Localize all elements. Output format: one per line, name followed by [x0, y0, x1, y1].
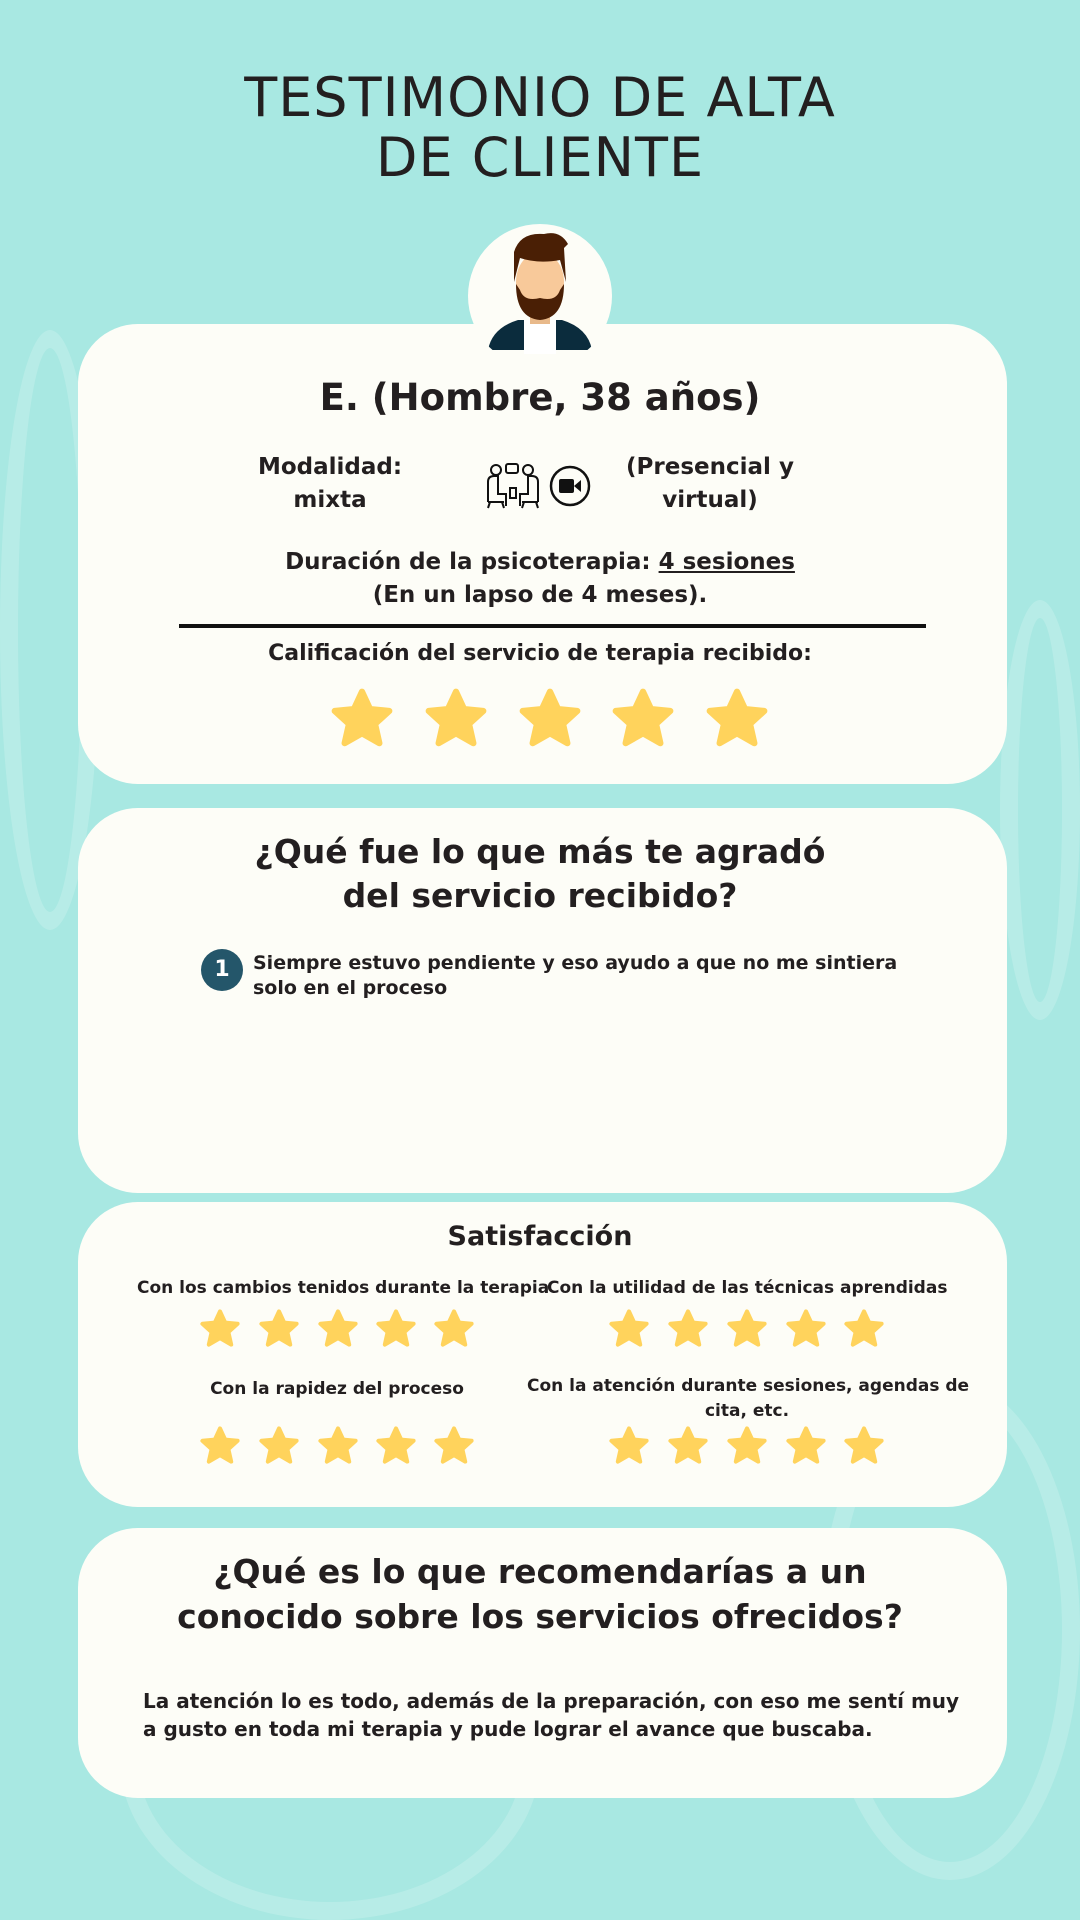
satisfaction-label-attention-line1: Con la atención durante sesiones, agenda… — [527, 1376, 970, 1396]
duration: Duración de la psicoterapia: 4 sesiones — [0, 549, 1080, 575]
recommend-heading-line1: ¿Qué es lo que recomendarías a un — [213, 1552, 867, 1591]
in-person-therapy-icon — [487, 463, 539, 509]
duration-label: Duración de la psicoterapia: — [285, 549, 659, 575]
star-icon — [434, 1426, 474, 1464]
star-icon — [318, 1309, 358, 1347]
liked-item-line2: solo en el proceso — [253, 977, 448, 999]
satisfaction-heading: Satisfacción — [447, 1221, 633, 1252]
liked-heading-line2: del servicio recibido? — [342, 876, 738, 915]
star-icon — [376, 1309, 416, 1347]
video-camera-icon — [549, 465, 591, 507]
item-number-badge: 1 — [201, 949, 243, 991]
star-icon — [844, 1309, 884, 1347]
star-icon — [425, 688, 487, 747]
star-icon — [434, 1309, 474, 1347]
avatar-man-beard-icon — [488, 233, 592, 354]
duration-note: (En un lapso de 4 meses). — [372, 582, 708, 608]
satisfaction-label-techniques: Con la utilidad de las técnicas aprendid… — [547, 1278, 948, 1298]
star-icon — [612, 688, 674, 747]
liked-item-line1: Siempre estuvo pendiente y eso ayudo a q… — [253, 952, 898, 974]
liked-card — [78, 808, 1007, 1193]
star-icon — [727, 1426, 767, 1464]
star-icon — [259, 1309, 299, 1347]
modality-value: mixta — [293, 487, 367, 513]
star-icon — [331, 688, 393, 747]
recommend-text-line2: a gusto en toda mi terapia y pude lograr… — [143, 1717, 873, 1741]
duration-value: 4 sesiones — [658, 549, 795, 575]
star-icon — [200, 1426, 240, 1464]
page-title-line1: TESTIMONIO DE ALTA — [244, 66, 836, 129]
star-icon — [727, 1309, 767, 1347]
star-icon — [609, 1309, 649, 1347]
rating-label: Calificación del servicio de terapia rec… — [268, 641, 812, 666]
satisfaction-label-speed: Con la rapidez del proceso — [210, 1379, 464, 1399]
recommend-heading-line2: conocido sobre los servicios ofrecidos? — [177, 1597, 903, 1636]
star-icon — [519, 688, 581, 747]
modality-detail-line2: virtual) — [662, 487, 758, 513]
page-title-line2: DE CLIENTE — [375, 126, 705, 189]
recommend-card — [78, 1528, 1007, 1798]
star-icon — [786, 1309, 826, 1347]
star-icon — [668, 1309, 708, 1347]
client-name: E. (Hombre, 38 años) — [319, 376, 761, 419]
modality-label: Modalidad: — [257, 454, 403, 480]
recommend-text-line1: La atención lo es todo, además de la pre… — [143, 1689, 960, 1713]
divider — [179, 624, 926, 628]
modality-detail-line1: (Presencial y — [626, 454, 794, 480]
star-icon — [786, 1426, 826, 1464]
liked-heading-line1: ¿Qué fue lo que más te agradó — [254, 832, 826, 871]
star-icon — [200, 1309, 240, 1347]
star-icon — [844, 1426, 884, 1464]
star-icon — [609, 1426, 649, 1464]
avatar — [468, 224, 612, 368]
star-icon — [259, 1426, 299, 1464]
star-icon — [668, 1426, 708, 1464]
satisfaction-label-changes: Con los cambios tenidos durante la terap… — [137, 1278, 550, 1298]
star-icon — [706, 688, 768, 747]
satisfaction-label-attention-line2: cita, etc. — [704, 1401, 790, 1421]
star-icon — [318, 1426, 358, 1464]
star-icon — [376, 1426, 416, 1464]
